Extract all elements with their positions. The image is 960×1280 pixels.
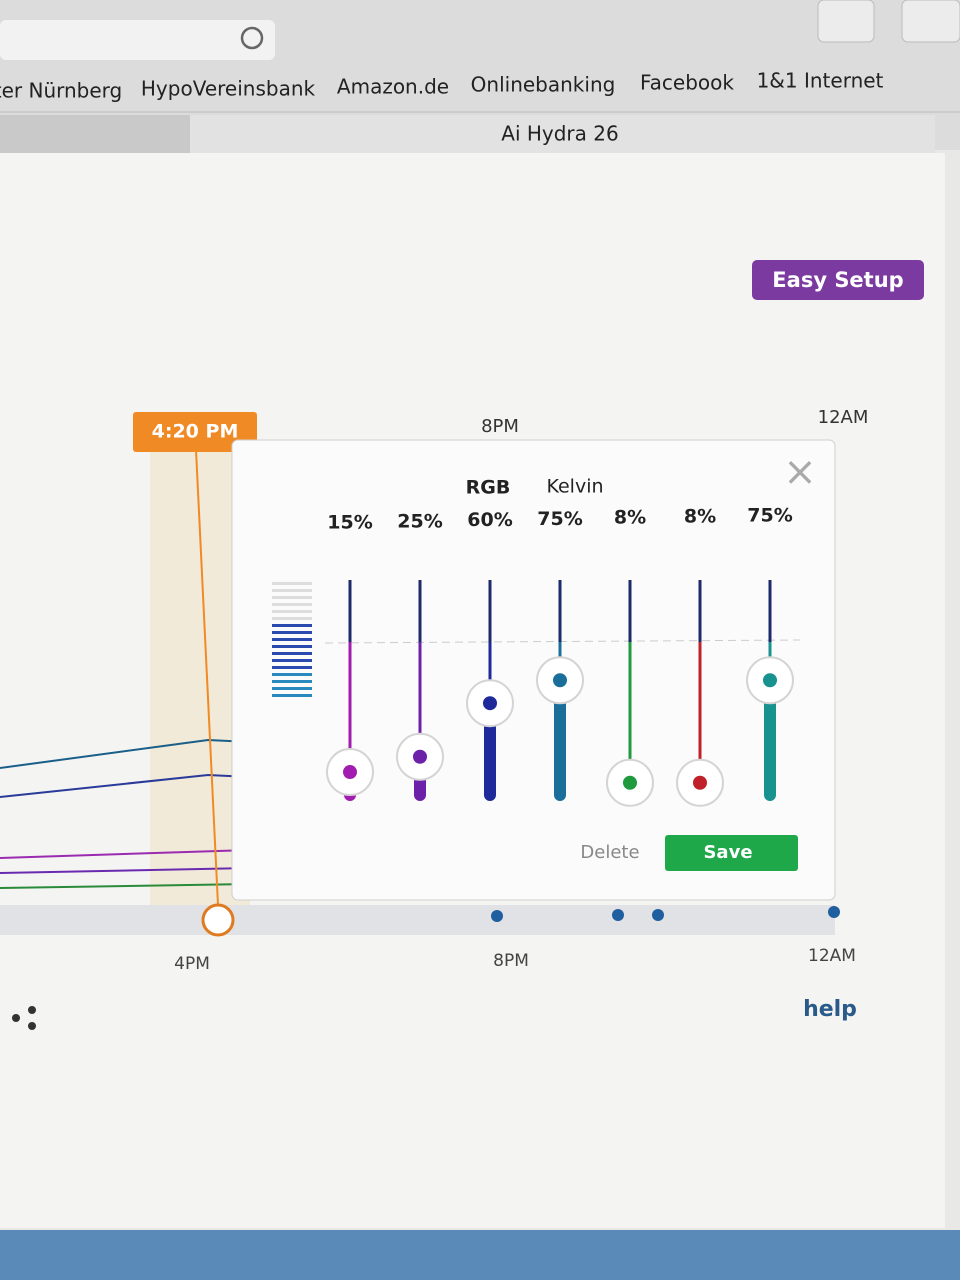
timeline-track: [0, 905, 835, 935]
channel-label: 8%: [614, 507, 646, 529]
tab-title: Ai Hydra 26: [501, 122, 618, 146]
bookmark[interactable]: Amazon.de: [337, 75, 449, 99]
share-icon[interactable]: [12, 1006, 36, 1030]
bookmark[interactable]: ter Nürnberg: [0, 79, 122, 103]
channel-label: 8%: [684, 506, 716, 528]
save-label: Save: [703, 842, 752, 863]
channel-label: 25%: [397, 510, 442, 532]
timeline-point[interactable]: [491, 910, 503, 922]
settings-panel: [231, 439, 836, 901]
knob-dot: [553, 673, 567, 688]
knob-dot: [623, 775, 637, 790]
bookmark[interactable]: Facebook: [640, 71, 734, 95]
spectrum-bar: [272, 652, 312, 655]
spectrum-bar: [272, 617, 312, 620]
bookmark[interactable]: 1&1 Internet: [757, 69, 884, 93]
chart-line: [0, 883, 251, 889]
tab-active[interactable]: [190, 115, 935, 153]
save-button[interactable]: [665, 835, 798, 871]
spectrum-bar: [272, 694, 312, 697]
spectrum-bar: [272, 687, 312, 690]
chart-line: [0, 849, 251, 859]
knob-dot: [483, 696, 497, 711]
spectrum-bar: [272, 582, 312, 585]
tab[interactable]: [0, 115, 190, 153]
help-link[interactable]: help: [803, 997, 857, 1022]
spectrum-bar: [272, 659, 312, 662]
time-cursor: [195, 449, 219, 906]
axis-label: 12AM: [808, 946, 856, 966]
axis-label: 4PM: [174, 954, 210, 974]
timeline-point[interactable]: [828, 906, 840, 918]
spectrum-bar: [272, 610, 312, 613]
knob-dot: [693, 775, 707, 790]
button-label: Easy Setup: [772, 268, 903, 292]
tabs-button[interactable]: [901, 0, 960, 43]
reload-icon[interactable]: [240, 26, 264, 50]
channel-label: 15%: [327, 512, 372, 534]
spectrum-bar: [272, 603, 312, 606]
spectrum-bar: [272, 624, 312, 627]
easy-setup-button[interactable]: [752, 260, 924, 300]
chart-line: [0, 867, 251, 874]
address-bar[interactable]: [0, 20, 275, 60]
timeline-point[interactable]: [612, 909, 624, 921]
axis-label: 8PM: [493, 951, 529, 971]
spectrum-bar: [272, 666, 312, 669]
close-button[interactable]: ×: [783, 449, 817, 495]
channel-label: 75%: [537, 508, 582, 530]
bookmark[interactable]: HypoVereinsbank: [141, 77, 316, 101]
timeline-point[interactable]: [652, 909, 664, 921]
knob-dot: [763, 673, 777, 688]
spectrum-bar: [272, 680, 312, 683]
knob-dot: [343, 765, 357, 780]
axis-label: 8PM: [481, 416, 519, 437]
spectrum-icon: [272, 582, 312, 697]
time-marker-label: 4:20 PM: [152, 421, 239, 443]
spectrum-bar: [272, 589, 312, 592]
channel-label: 75%: [747, 504, 792, 526]
knob-dot: [413, 749, 427, 764]
bookmark[interactable]: Onlinebanking: [471, 73, 616, 97]
dock: [0, 1230, 960, 1280]
spectrum-bar: [272, 638, 312, 641]
heading: RGB: [466, 477, 511, 499]
spectrum-bar: [272, 673, 312, 676]
channel-label: 60%: [467, 509, 512, 531]
delete-button[interactable]: Delete: [580, 842, 639, 863]
spectrum-bar: [272, 645, 312, 648]
heading: Kelvin: [546, 476, 603, 498]
reference-line: [324, 639, 801, 644]
axis-label: 12AM: [818, 407, 869, 428]
share-button[interactable]: [817, 0, 875, 43]
time-marker: [133, 412, 257, 452]
time-handle[interactable]: [201, 903, 235, 937]
spectrum-bar: [272, 631, 312, 634]
spectrum-bar: [272, 596, 312, 599]
